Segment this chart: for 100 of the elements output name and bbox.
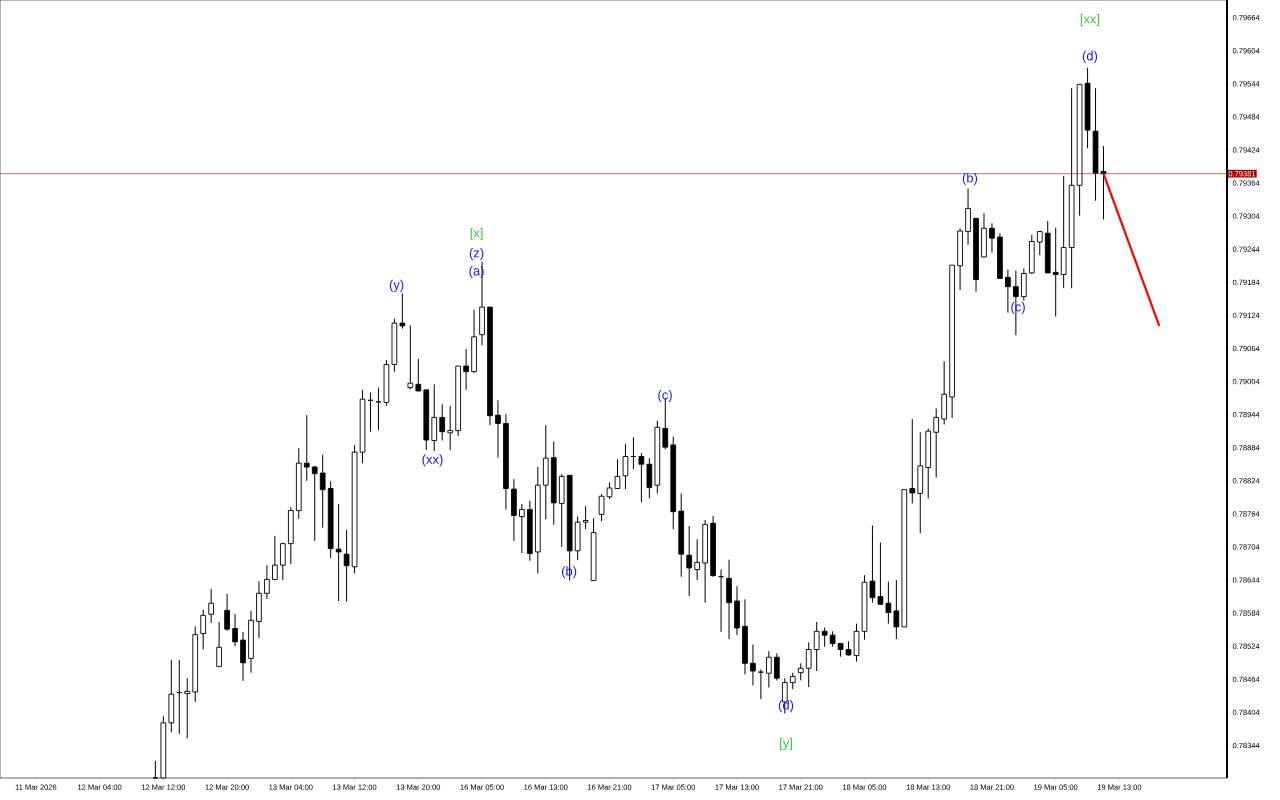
candlestick	[343, 529, 350, 603]
annotation: (y)	[389, 279, 404, 292]
candlestick	[590, 517, 597, 582]
candlestick	[287, 506, 294, 565]
candlestick	[973, 217, 979, 293]
candlestick	[646, 457, 653, 499]
candlestick	[455, 365, 461, 437]
candlestick	[941, 360, 947, 426]
annotation: (c)	[658, 389, 672, 403]
annotation: [x]	[470, 227, 483, 241]
candlestick	[957, 227, 963, 291]
candlestick	[797, 662, 804, 681]
candlestick	[821, 626, 828, 648]
candlestick	[463, 348, 469, 391]
candlestick	[319, 454, 326, 529]
candlestick	[686, 525, 693, 597]
candlestick	[582, 505, 589, 530]
candlestick	[949, 264, 955, 419]
candlestick	[399, 292, 406, 330]
candlestick	[550, 441, 557, 526]
candlestick	[710, 515, 716, 577]
candlestick	[208, 588, 214, 624]
candlestick	[638, 452, 645, 503]
candlestick	[232, 613, 238, 647]
candlestick	[965, 188, 971, 246]
candlestick	[415, 358, 422, 392]
candlestick	[168, 659, 175, 733]
candlestick	[439, 403, 446, 442]
candlestick	[805, 641, 812, 688]
candlestick	[200, 609, 207, 651]
candlestick	[917, 431, 924, 534]
candlestick	[1044, 220, 1051, 274]
candlestick	[1060, 175, 1067, 289]
candlestick	[750, 644, 756, 686]
candlestick	[678, 492, 685, 578]
candlestick	[789, 672, 796, 690]
candlestick	[813, 621, 820, 672]
candlestick	[997, 232, 1003, 279]
candlestick	[670, 436, 677, 530]
candlestick	[1084, 67, 1091, 149]
candlestick	[527, 500, 533, 562]
candlestick	[192, 625, 199, 703]
annotation: [y]	[780, 737, 792, 751]
candlestick	[224, 593, 230, 632]
candlestick	[989, 222, 995, 254]
candlestick	[925, 427, 932, 499]
candlestick	[256, 580, 262, 639]
candlestick	[837, 643, 844, 658]
candlestick	[264, 564, 270, 600]
candlestick	[742, 598, 748, 675]
annotation: [xx]	[1080, 13, 1100, 27]
annotation: (z)	[469, 247, 484, 261]
candlestick	[574, 516, 581, 561]
candlestick	[295, 447, 302, 520]
candlestick	[909, 418, 916, 504]
candlestick	[726, 559, 732, 640]
annotation: (b)	[962, 172, 978, 186]
candlestick	[311, 466, 318, 542]
candlestick	[1036, 231, 1043, 256]
candlestick	[503, 413, 509, 510]
candlestick	[303, 414, 310, 482]
candlestick	[335, 503, 342, 602]
candlestick	[280, 543, 286, 581]
candlestick	[248, 610, 254, 674]
candlestick	[1005, 269, 1011, 314]
candlestick	[654, 420, 661, 494]
annotation: (d)	[1082, 50, 1098, 63]
candlestick	[766, 650, 772, 689]
candlestick	[184, 677, 191, 739]
candlestick	[734, 585, 740, 636]
candlestick	[885, 581, 892, 625]
candlestick	[240, 631, 246, 682]
candlestick	[1052, 227, 1059, 317]
candlestick	[391, 318, 398, 373]
candlestick	[431, 383, 438, 452]
candlestick	[519, 503, 525, 554]
candlestick	[542, 424, 549, 520]
candlestick	[495, 399, 501, 459]
candlestick	[1076, 83, 1083, 217]
candlestick	[877, 542, 884, 605]
candlestick	[981, 212, 987, 258]
candlestick	[534, 466, 541, 574]
candlestick	[1068, 87, 1075, 289]
candlestick	[774, 652, 780, 681]
candlestick	[933, 408, 940, 478]
candlestick	[471, 309, 477, 373]
candlestick	[893, 579, 900, 640]
candlestick	[829, 630, 836, 648]
candlestick	[407, 324, 414, 390]
candlestick	[511, 478, 517, 542]
candlestick	[383, 359, 390, 407]
candlestick	[558, 473, 565, 548]
annotation: (xx)	[422, 454, 443, 467]
candlestick	[272, 535, 278, 580]
candlestick	[622, 443, 629, 490]
candlestick	[423, 389, 430, 451]
candlestick	[216, 621, 222, 668]
candlestick	[702, 519, 708, 604]
candlestick	[901, 489, 908, 628]
candlestick	[487, 306, 493, 426]
